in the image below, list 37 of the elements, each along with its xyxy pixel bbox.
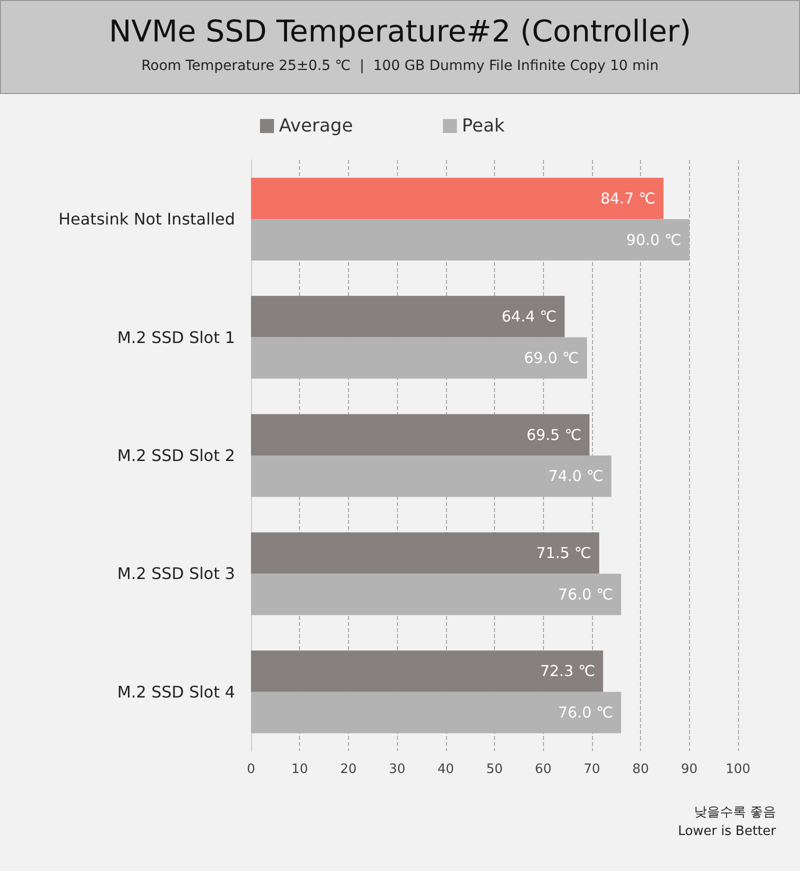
y-tick-label: M.2 SSD Slot 4 bbox=[117, 682, 235, 702]
data-label: 84.7 ℃ bbox=[600, 189, 656, 208]
data-label: 74.0 ℃ bbox=[548, 467, 604, 486]
x-tick-label: 90 bbox=[681, 762, 698, 777]
y-tick-label: Heatsink Not Installed bbox=[58, 210, 235, 229]
data-label: 69.5 ℃ bbox=[526, 426, 582, 444]
bar bbox=[251, 178, 664, 220]
y-tick-label: M.2 SSD Slot 1 bbox=[117, 328, 235, 347]
text: 낮을수록 좋음 bbox=[692, 804, 776, 822]
text: Lower is Better bbox=[678, 823, 776, 841]
data-label: 90.0 ℃ bbox=[626, 230, 682, 249]
x-tick-label: 100 bbox=[726, 762, 750, 777]
x-tick-label: 80 bbox=[632, 762, 649, 777]
y-tick-label: M.2 SSD Slot 3 bbox=[117, 564, 235, 584]
bar bbox=[251, 296, 565, 338]
x-tick-label: 40 bbox=[438, 762, 454, 777]
y-tick-label: M.2 SSD Slot 2 bbox=[117, 446, 235, 465]
legend-label: Peak bbox=[462, 116, 506, 136]
data-label: 76.0 ℃ bbox=[558, 704, 614, 722]
x-tick-label: 60 bbox=[534, 762, 552, 777]
bar bbox=[251, 650, 604, 692]
chart-subtitle: Room Temperature 25±0.5 ℃ | 100 GB Dummy File Infinite Copy 10 min bbox=[141, 58, 659, 74]
bar bbox=[251, 414, 590, 456]
data-label: 71.5 ℃ bbox=[536, 544, 592, 562]
x-tick-label: 70 bbox=[584, 762, 600, 777]
data-label: 69.0 ℃ bbox=[524, 348, 580, 367]
data-label: 76.0 ℃ bbox=[558, 585, 614, 604]
x-tick-label: 0 bbox=[246, 762, 256, 777]
x-tick-label: 20 bbox=[340, 762, 357, 777]
data-label: 64.4 ℃ bbox=[502, 308, 557, 326]
x-tick-label: 50 bbox=[486, 762, 503, 777]
x-tick-label: 30 bbox=[388, 762, 406, 777]
data-label: 72.3 ℃ bbox=[540, 662, 596, 680]
bar bbox=[251, 532, 600, 574]
chart-title: NVMe SSD Temperature#2 (Controller) bbox=[108, 14, 692, 50]
x-tick-label: 10 bbox=[291, 762, 308, 777]
legend-label: Average bbox=[279, 116, 353, 136]
